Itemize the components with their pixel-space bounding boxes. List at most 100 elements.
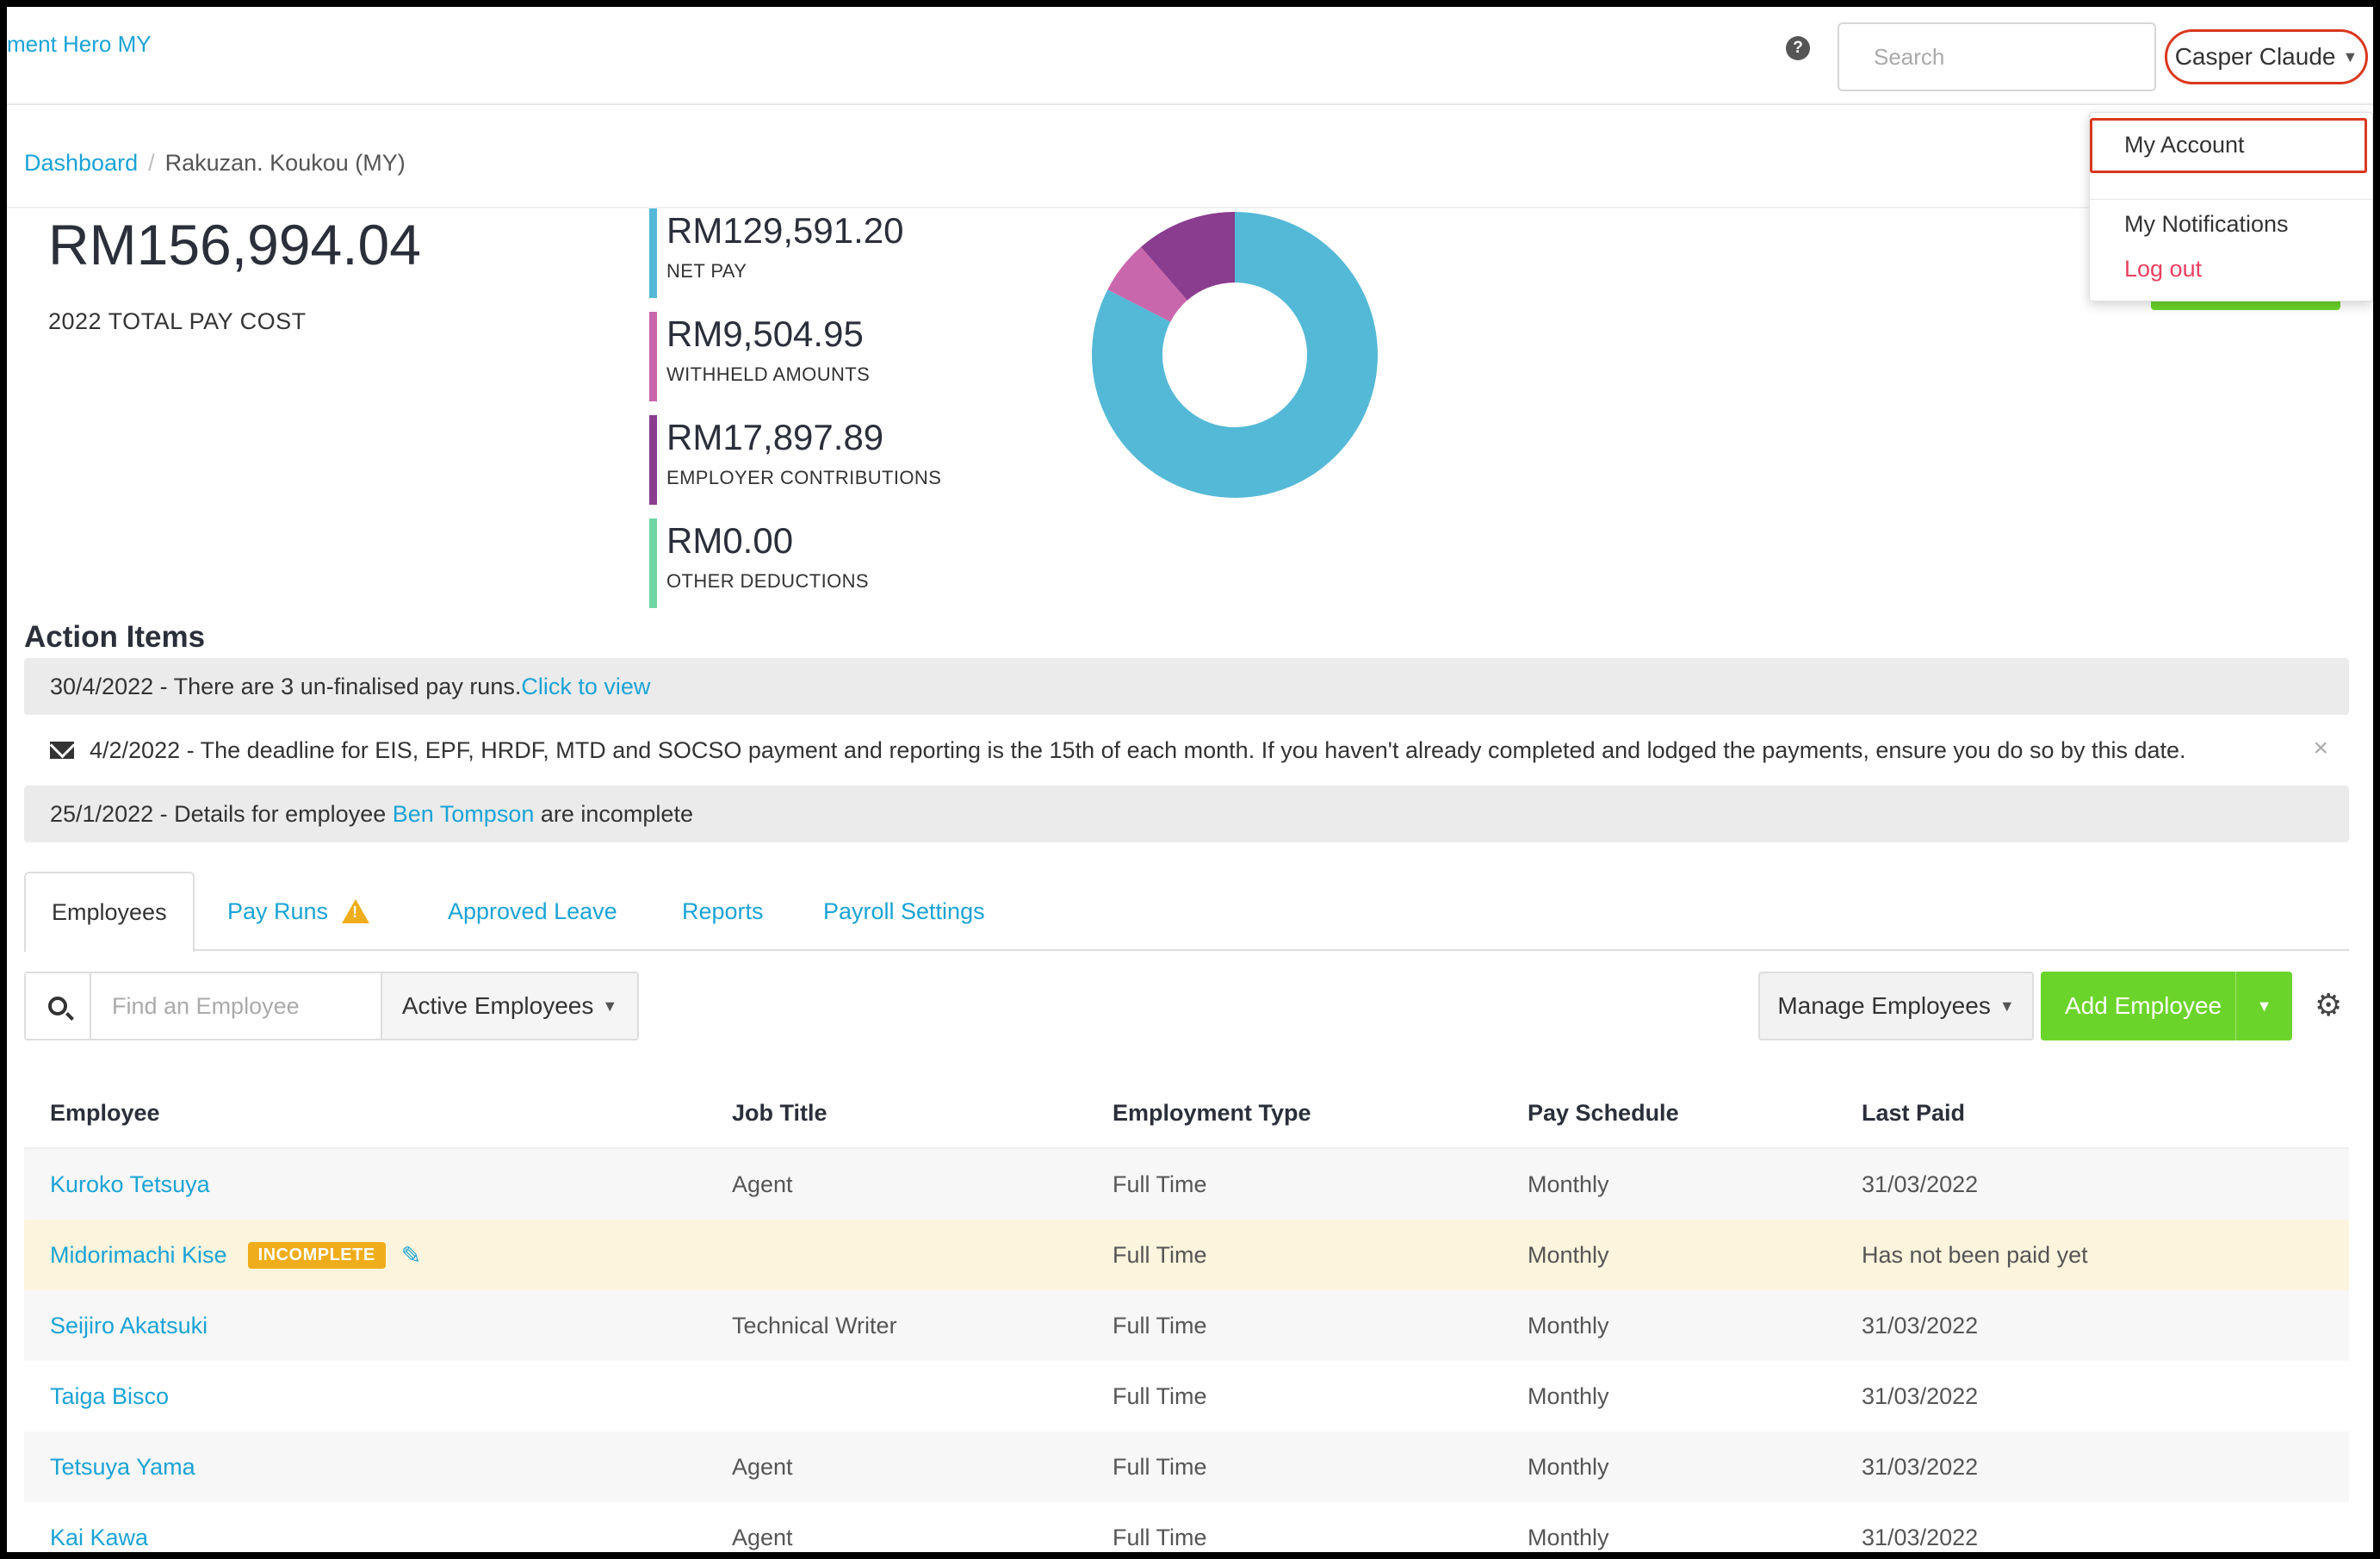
stat-value: RM9,504.95 — [666, 314, 864, 354]
table-row[interactable]: Tetsuya Yama Agent Full Time Monthly 31/… — [24, 1432, 2349, 1502]
add-employee-button[interactable]: Add Employee ▼ — [2041, 972, 2292, 1040]
employee-link-ben-tompson[interactable]: Ben Tompson — [392, 800, 535, 827]
stat-value: RM17,897.89 — [666, 417, 884, 457]
caret-down-icon: ▼ — [2342, 47, 2358, 65]
column-header-employee[interactable]: Employee — [50, 1099, 160, 1126]
find-employee-input[interactable] — [91, 973, 382, 1039]
column-header-pay-schedule[interactable]: Pay Schedule — [1528, 1099, 1679, 1126]
tab-reports[interactable]: Reports — [682, 872, 764, 951]
warning-icon — [342, 899, 370, 923]
cell-employee: Seijiro Akatsuki — [24, 1313, 732, 1339]
tab-pay-runs[interactable]: Pay Runs — [227, 872, 370, 951]
employee-name-link[interactable]: Tetsuya Yama — [50, 1453, 195, 1480]
stat-color-bar — [649, 519, 657, 608]
incomplete-badge: INCOMPLETE — [247, 1241, 386, 1269]
cell-job-title: Agent — [732, 1171, 793, 1197]
cell-job-title: Agent — [732, 1524, 793, 1550]
breadcrumb-separator: / — [148, 150, 155, 176]
cell-pay-schedule: Monthly — [1528, 1382, 1609, 1409]
action-item-incomplete-employee: 25/1/2022 - Details for employee Ben Tom… — [24, 786, 2349, 842]
breadcrumb-current: Rakuzan. Koukou (MY) — [164, 150, 406, 176]
tab-payroll-settings[interactable]: Payroll Settings — [823, 872, 985, 951]
stat-color-bar — [649, 208, 657, 298]
cell-pay-schedule: Monthly — [1528, 1171, 1609, 1197]
cell-last-paid: 31/03/2022 — [1862, 1312, 1979, 1339]
breadcrumb-dashboard[interactable]: Dashboard — [24, 150, 139, 176]
employee-name-link[interactable]: Kai Kawa — [50, 1524, 149, 1550]
cell-last-paid: Has not been paid yet — [1862, 1241, 2088, 1268]
cell-employee: Kuroko Tetsuya — [24, 1171, 732, 1198]
main-tabs: Employees Pay Runs Approved Leave Report… — [24, 872, 2349, 953]
breadcrumb: Dashboard / Rakuzan. Koukou (MY) — [24, 150, 406, 177]
app-window: ment Hero MY ? Casper Claude ▼ Dashboard… — [7, 7, 2373, 1552]
cell-employment-type: Full Time — [1113, 1382, 1207, 1409]
action-item-text-suffix: are incomplete — [534, 800, 693, 827]
manage-label: Manage Employees — [1777, 992, 1991, 1019]
menu-item-my-notifications[interactable]: My Notifications — [2124, 211, 2289, 237]
donut-slice-withheld-amounts — [1107, 246, 1187, 322]
employee-name-link[interactable]: Taiga Bisco — [50, 1382, 170, 1409]
add-employee-dropdown-toggle[interactable]: ▼ — [2235, 972, 2292, 1040]
cell-last-paid: 31/03/2022 — [1862, 1453, 1979, 1480]
cell-job-title: Agent — [732, 1453, 793, 1480]
cell-pay-schedule: Monthly — [1528, 1312, 1609, 1339]
table-row[interactable]: Kai Kawa Agent Full Time Monthly 31/03/2… — [24, 1502, 2349, 1552]
click-to-view-link[interactable]: Click to view — [521, 673, 651, 699]
user-name: Casper Claude — [2174, 43, 2336, 70]
stat-withheld: RM9,504.95 WITHHELD AMOUNTS — [649, 312, 994, 401]
pencil-icon[interactable]: ✎ — [400, 1241, 422, 1269]
table-row[interactable]: Kuroko Tetsuya Agent Full Time Monthly 3… — [24, 1149, 2349, 1220]
action-item-text: 4/2/2022 - The deadline for EIS, EPF, HR… — [90, 736, 2186, 763]
column-header-job-title[interactable]: Job Title — [732, 1099, 827, 1126]
manage-employees-button[interactable]: Manage Employees ▼ — [1758, 972, 2034, 1040]
caret-down-icon: ▼ — [2256, 997, 2272, 1015]
action-item-deadline: 4/2/2022 - The deadline for EIS, EPF, HR… — [24, 722, 2349, 779]
donut-slice-net-pay — [1092, 212, 1378, 498]
cell-employment-type: Full Time — [1113, 1524, 1207, 1550]
close-icon[interactable]: × — [2313, 734, 2328, 762]
employee-filter-dropdown[interactable]: Active Employees ▼ — [382, 973, 637, 1039]
divider — [7, 207, 2373, 208]
user-menu-button[interactable]: Casper Claude ▼ — [2165, 29, 2368, 84]
column-header-employment-type[interactable]: Employment Type — [1113, 1099, 1311, 1126]
donut-slice-employer-contributions — [1141, 212, 1235, 301]
table-row[interactable]: Taiga Bisco Full Time Monthly 31/03/2022 — [24, 1361, 2349, 1432]
column-header-last-paid[interactable]: Last Paid — [1862, 1099, 1966, 1126]
stat-color-bar — [649, 415, 657, 505]
cell-employment-type: Full Time — [1113, 1241, 1207, 1268]
stat-employer-contributions: RM17,897.89 EMPLOYER CONTRIBUTIONS — [649, 415, 994, 505]
top-navbar: ment Hero MY ? Casper Claude ▼ — [7, 7, 2373, 105]
cell-last-paid: 31/03/2022 — [1862, 1524, 1979, 1550]
cell-employment-type: Full Time — [1113, 1312, 1207, 1339]
action-item-text: 25/1/2022 - Details for employee — [50, 800, 393, 827]
tab-label: Reports — [682, 898, 764, 924]
employees-table: Employee Job Title Employment Type Pay S… — [24, 1078, 2349, 1552]
table-row[interactable]: Seijiro Akatsuki Technical Writer Full T… — [24, 1290, 2349, 1361]
menu-item-my-account[interactable]: My Account — [2124, 132, 2245, 158]
employee-search-group: Active Employees ▼ — [24, 972, 639, 1040]
brand-link[interactable]: ment Hero MY — [7, 31, 152, 57]
cell-pay-schedule: Monthly — [1528, 1241, 1609, 1268]
tab-approved-leave[interactable]: Approved Leave — [448, 872, 617, 951]
find-employee-search-button[interactable] — [26, 973, 91, 1039]
gear-icon[interactable]: ⚙ — [2315, 987, 2343, 1022]
menu-item-log-out[interactable]: Log out — [2124, 256, 2203, 282]
help-icon[interactable]: ? — [1786, 36, 1810, 60]
tab-label: Pay Runs — [227, 898, 329, 924]
search-input[interactable] — [1838, 22, 2156, 91]
user-dropdown-menu: My Account My Notifications Log out — [2089, 112, 2373, 301]
envelope-icon — [50, 742, 74, 759]
employee-name-link[interactable]: Kuroko Tetsuya — [50, 1171, 210, 1197]
caret-down-icon: ▼ — [1999, 997, 2015, 1015]
tab-label: Payroll Settings — [823, 898, 985, 924]
stat-net-pay: RM129,591.20 NET PAY — [649, 208, 994, 298]
employee-name-link[interactable]: Midorimachi Kise — [50, 1241, 227, 1268]
employee-name-link[interactable]: Seijiro Akatsuki — [50, 1312, 208, 1339]
tab-label: Employees — [52, 898, 167, 925]
tab-employees[interactable]: Employees — [24, 872, 195, 953]
action-item-pay-runs: 30/4/2022 - There are 3 un-finalised pay… — [24, 658, 2349, 715]
stat-label: NET PAY — [666, 260, 747, 282]
stat-label: EMPLOYER CONTRIBUTIONS — [666, 467, 942, 488]
table-row[interactable]: Midorimachi Kise INCOMPLETE ✎ Full Time … — [24, 1220, 2349, 1290]
stat-other-deductions: RM0.00 OTHER DEDUCTIONS — [649, 519, 994, 608]
